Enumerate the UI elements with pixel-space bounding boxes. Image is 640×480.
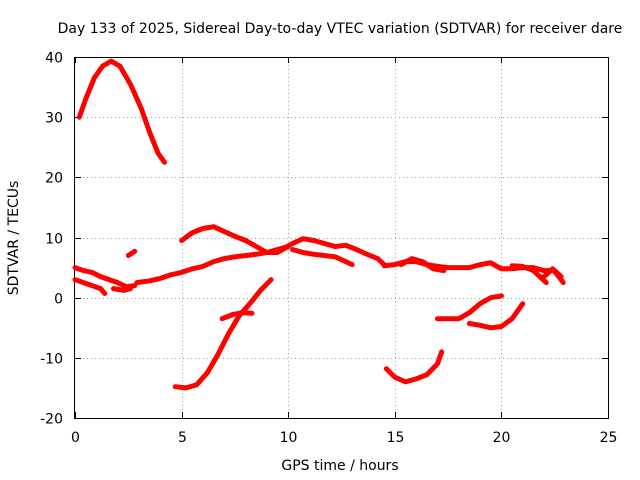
series-arc-13 — [398, 256, 447, 274]
series-arc-17 — [434, 293, 504, 322]
x-tick-label: 0 — [71, 430, 80, 446]
y-tick-label: 40 — [45, 51, 63, 67]
y-tick-label: 10 — [45, 232, 63, 248]
y-tick-label: 20 — [45, 171, 63, 187]
series-arc-11 — [290, 247, 355, 268]
y-tick-label: -20 — [40, 412, 63, 428]
series-arc-9 — [219, 310, 255, 322]
x-tick-label: 10 — [280, 430, 298, 446]
axis-ticks: 0 5 10 15 20 25 -20 -10 0 10 20 30 40 — [40, 51, 617, 447]
y-tick-label: 30 — [45, 111, 63, 127]
series-arc-5 — [110, 286, 133, 293]
x-tick-label: 15 — [387, 430, 405, 446]
y-axis-label: SDTVAR / TECUs — [6, 181, 22, 296]
series-arc-4 — [125, 248, 138, 258]
x-axis-label: GPS time / hours — [281, 458, 398, 474]
plot-traces — [72, 58, 566, 391]
series-arc-14 — [509, 263, 549, 286]
y-tick-label: -10 — [40, 352, 63, 368]
series-arc-16 — [383, 349, 445, 385]
series-arc-7 — [179, 224, 291, 255]
chart-title: Day 133 of 2025, Sidereal Day-to-day VTE… — [58, 21, 623, 37]
x-tick-label: 20 — [493, 430, 511, 446]
plot-frame — [74, 57, 609, 419]
series-arc-10 — [279, 236, 387, 268]
series-arc-3 — [72, 277, 108, 296]
series-arc-2 — [72, 265, 138, 290]
series-arc-8 — [172, 277, 274, 391]
grid — [75, 57, 608, 418]
series-arc-1 — [76, 58, 167, 165]
x-tick-label: 5 — [178, 430, 187, 446]
series-arc-15 — [541, 266, 566, 286]
y-tick-label: 0 — [54, 292, 63, 308]
x-tick-label: 25 — [600, 430, 618, 446]
series-arc-18 — [466, 301, 526, 331]
